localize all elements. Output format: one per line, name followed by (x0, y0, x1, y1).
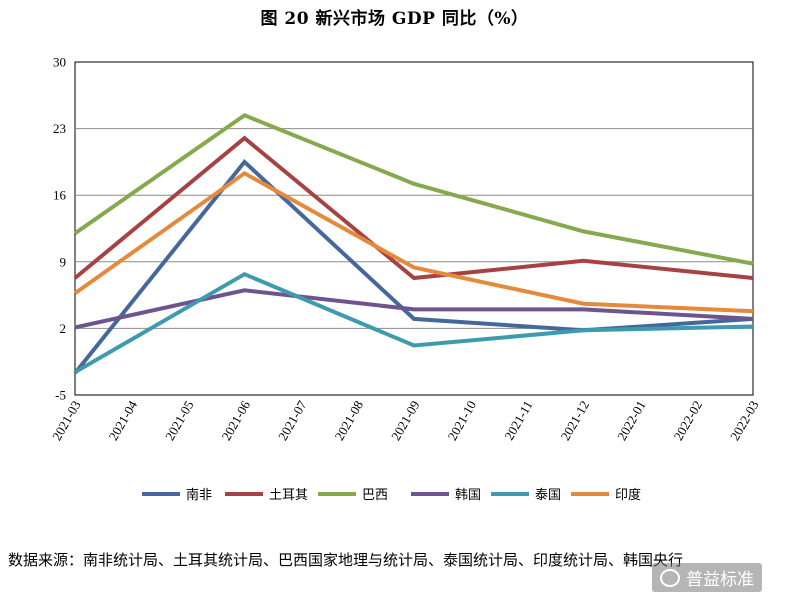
plot-area (74, 61, 754, 396)
x-tick-label: 2021-08 (331, 398, 366, 443)
series-line-韩国 (74, 288, 754, 330)
y-tick-label: 9 (60, 254, 67, 269)
x-tick-label: 2021-12 (557, 398, 592, 443)
y-tick-label: -5 (55, 388, 66, 403)
legend-label: 印度 (615, 487, 641, 503)
x-tick-label: 2021-03 (49, 398, 84, 443)
legend-label: 南非 (186, 487, 212, 503)
legend-label: 泰国 (535, 488, 561, 503)
chart-title: 图 20 新兴市场 GDP 同比（%） (260, 9, 529, 29)
x-tick-label: 2021-06 (218, 398, 253, 443)
series-line-南非 (73, 158, 754, 375)
x-tick-label: 2021-11 (501, 398, 535, 443)
legend: 南非 土耳其 巴西 韩国 泰国 印度 (142, 487, 641, 503)
source-note: 数据来源：南非统计局、土耳其统计局、巴西国家地理与统计局、泰国统计局、印度统计局… (8, 551, 684, 569)
y-tick-label: 23 (53, 121, 66, 136)
series-line-印度 (73, 170, 754, 314)
legend-label: 韩国 (455, 488, 481, 503)
x-tick-label: 2021-05 (162, 398, 197, 443)
x-tick-label: 2021-04 (105, 398, 140, 443)
series-line-土耳其 (73, 135, 754, 281)
y-tick-label: 30 (53, 55, 66, 70)
x-tick-label: 2021-10 (444, 398, 479, 443)
series-line-巴西 (73, 113, 754, 266)
grid-lines (75, 128, 753, 329)
x-tick-label: 2022-01 (614, 398, 649, 443)
y-tick-label: 16 (53, 188, 67, 203)
series-lines (73, 113, 754, 375)
x-tick-label: 2021-07 (275, 398, 310, 443)
x-tick-label: 2022-02 (670, 398, 705, 443)
y-axis: 30 23 16 9 2 -5 (53, 55, 67, 403)
x-tick-label: 2021-09 (388, 398, 423, 443)
wechat-icon (660, 569, 680, 587)
legend-label: 土耳其 (269, 488, 308, 503)
x-tick-label: 2022-03 (727, 398, 762, 443)
series-line-泰国 (73, 271, 754, 374)
y-tick-label: 2 (60, 321, 67, 336)
watermark-text: 普益标准 (686, 570, 754, 590)
x-axis: 2021-03 2021-04 2021-05 2021-06 2021-07 2021-… (49, 398, 762, 443)
legend-label: 巴西 (362, 488, 388, 503)
watermark: 普益标准 (652, 563, 762, 592)
